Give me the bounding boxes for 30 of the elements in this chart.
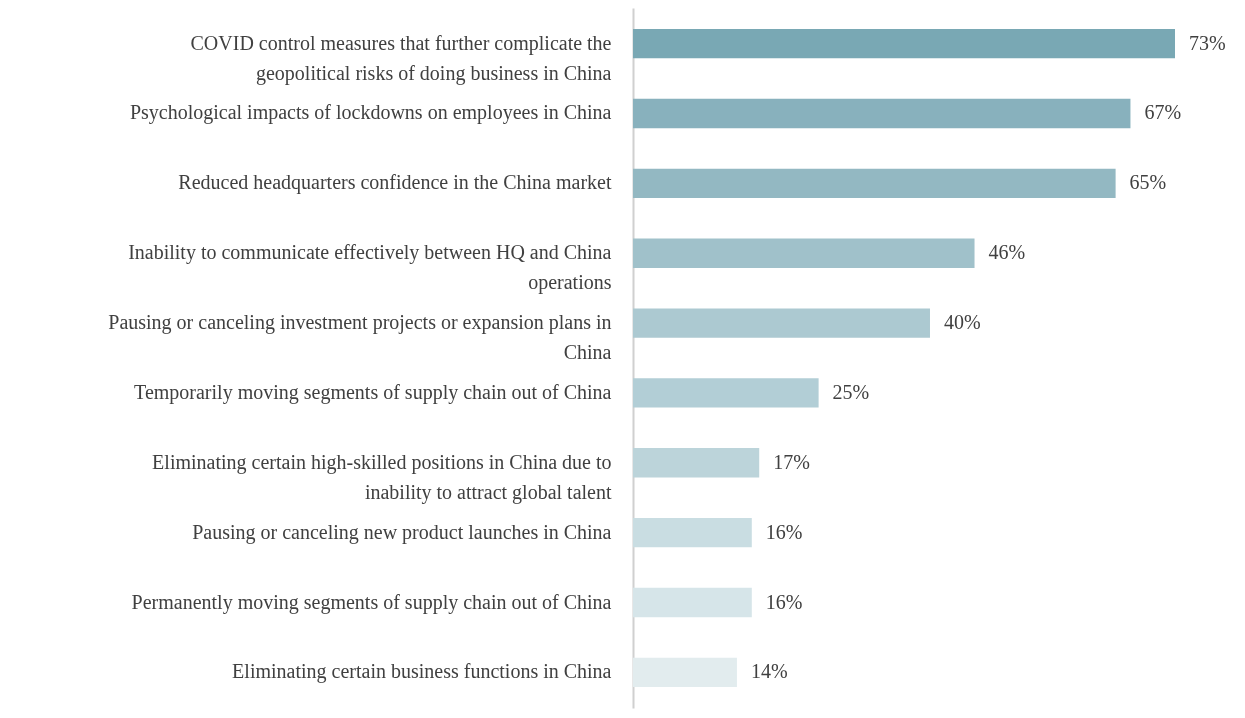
y-tick-label: Eliminating certain business functions in China [232, 660, 612, 684]
data-label: 16% [765, 590, 803, 613]
data-label: 46% [988, 241, 1026, 264]
y-tick-label: Permanently moving segments of supply chain out of China [131, 590, 612, 614]
y-tick-label: Eliminating certain high-skilled positions in China due to inability to attract global talent [152, 450, 612, 504]
y-tick-label: COVID control measures that further complicate the geopolitical risks of doing business in China [190, 31, 612, 85]
bar [633, 28, 1175, 59]
data-label: 65% [1129, 171, 1167, 194]
y-tick-label: Temporarily moving segments of supply chain out of China [134, 380, 612, 404]
data-label: 14% [750, 660, 788, 683]
bar [633, 378, 819, 408]
data-label: 73% [1189, 31, 1226, 54]
data-label: 17% [773, 450, 810, 473]
data-label: 16% [765, 520, 803, 543]
y-tick-label: Psychological impacts of lockdowns on employees in China [129, 101, 612, 125]
bar [633, 587, 752, 618]
bar [633, 448, 760, 478]
bar [633, 308, 930, 338]
bar [633, 98, 1131, 129]
bar [633, 168, 1116, 199]
y-tick-label: Inability to communicate effectively between HQ and China operations [128, 241, 612, 295]
y-tick-label: Pausing or canceling new product launches in China [192, 520, 612, 544]
data-label: 67% [1144, 101, 1182, 124]
data-label: 25% [832, 380, 870, 403]
bar [633, 517, 752, 548]
y-tick-label: Pausing or canceling investment projects or expansion plans in China [108, 311, 612, 364]
data-label: 40% [943, 311, 981, 334]
y-tick-label: Reduced headquarters confidence in the China market [178, 171, 612, 195]
bar [633, 657, 737, 688]
bar [633, 238, 975, 268]
